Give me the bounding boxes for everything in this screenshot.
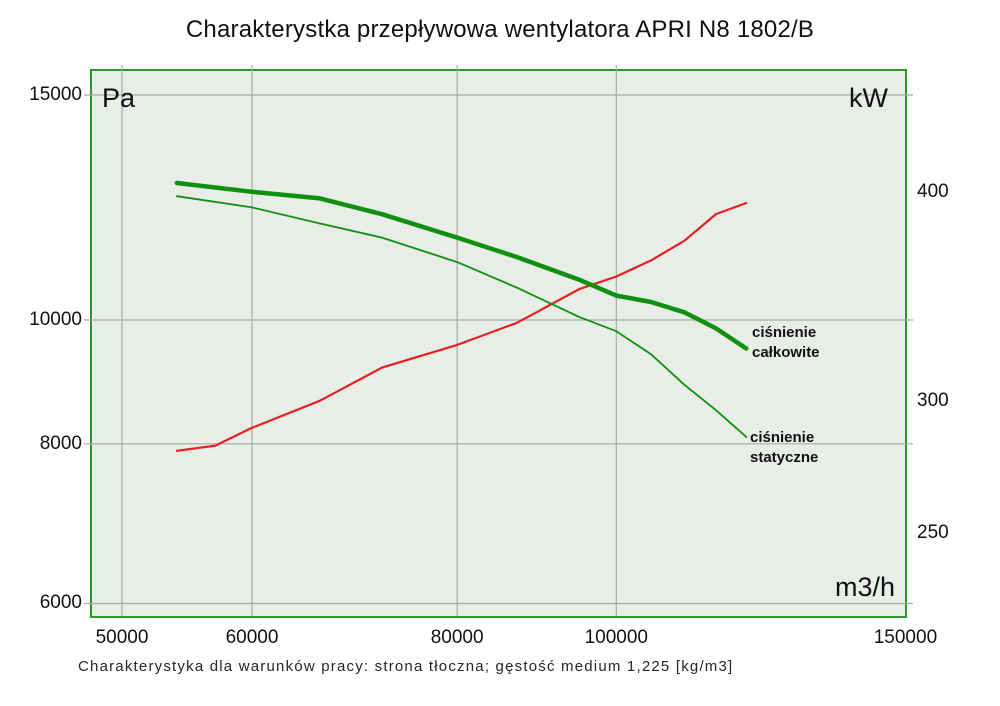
- y-right-tick-250: 250: [917, 522, 949, 543]
- y-left-unit-label: Pa: [102, 83, 136, 113]
- y-right-unit-label: kW: [849, 83, 888, 113]
- curve-label-line: całkowite: [752, 344, 820, 361]
- curve-label-cisnienie-statyczne: ciśnienie statyczne: [750, 428, 818, 468]
- chart-caption: Charakterystyka dla warunków pracy: stro…: [78, 658, 734, 675]
- x-tick-60000: 60000: [225, 627, 279, 648]
- curve-label-line: ciśnienie: [752, 324, 817, 341]
- x-tick-150000: 150000: [873, 627, 938, 648]
- x-unit-label: m3/h: [834, 572, 895, 602]
- x-tick-80000: 80000: [430, 627, 484, 648]
- curve-label-cisnienie-calkowite: ciśnienie całkowite: [752, 323, 820, 363]
- y-left-tick-10000: 10000: [29, 309, 82, 330]
- y-right-tick-400: 400: [917, 181, 949, 202]
- y-left-tick-6000: 6000: [39, 592, 82, 614]
- y-left-tick-15000: 15000: [29, 84, 82, 105]
- y-left-tick-8000: 8000: [39, 432, 82, 454]
- x-tick-100000: 100000: [584, 627, 648, 648]
- x-tick-50000: 50000: [95, 627, 149, 648]
- y-right-tick-300: 300: [917, 389, 949, 411]
- curve-label-line: statyczne: [750, 449, 819, 466]
- curve-label-line: ciśnienie: [750, 429, 815, 446]
- chart-title: Charakterystka przepływowa wentylatora A…: [185, 16, 815, 43]
